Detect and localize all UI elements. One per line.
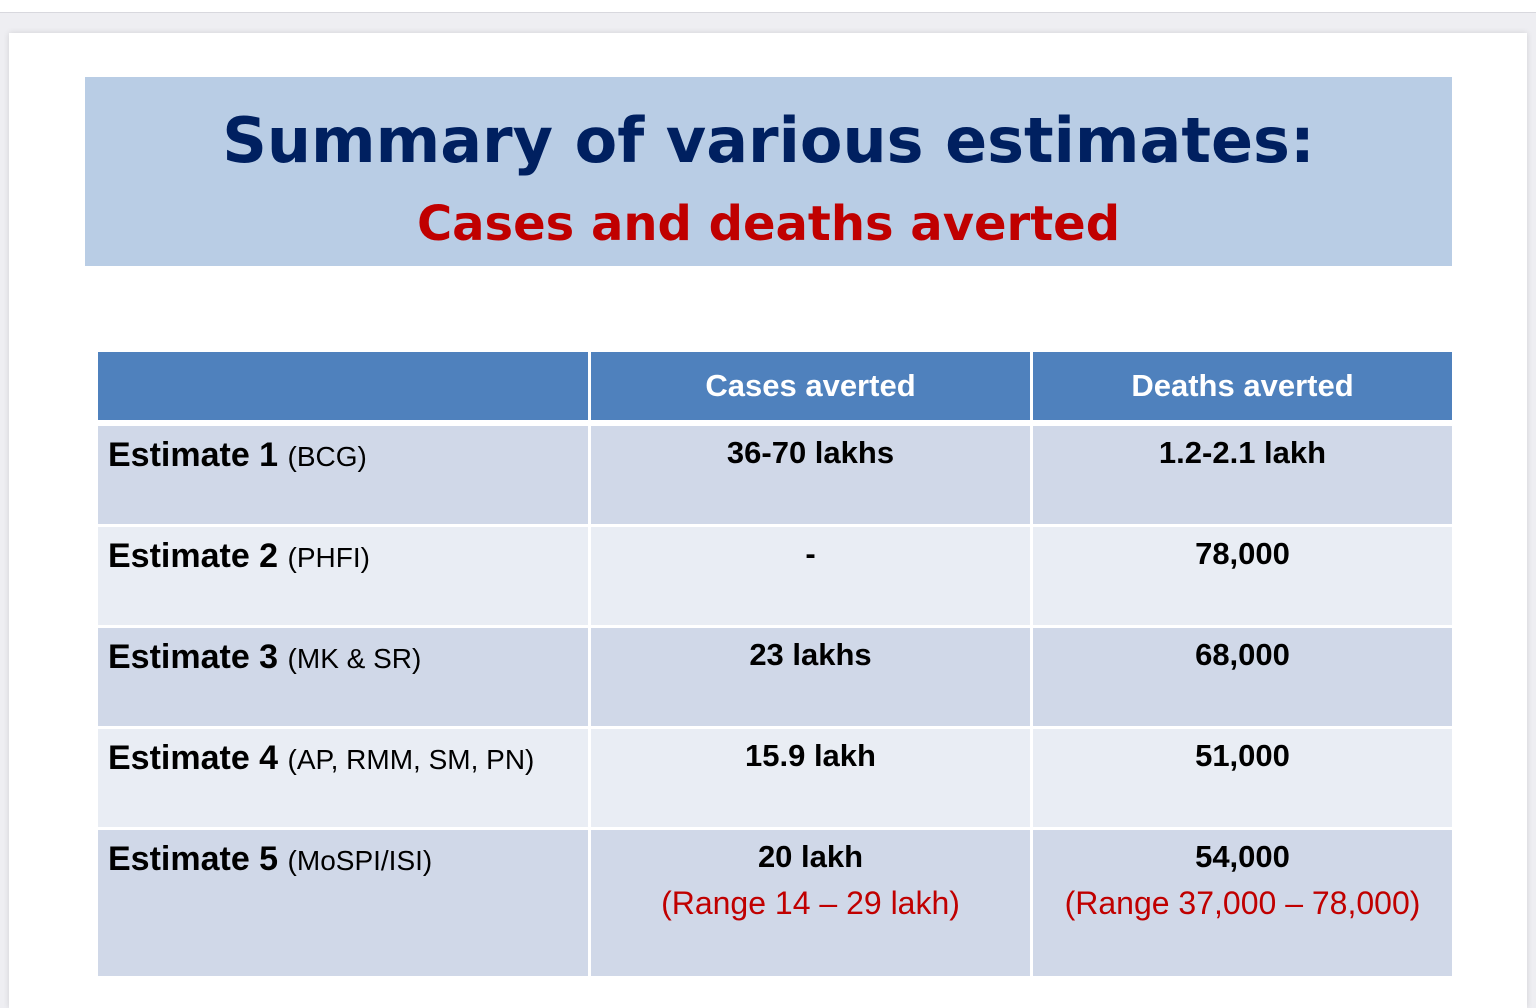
- estimate-source: (BCG): [287, 441, 367, 472]
- estimate-name: Estimate 5: [108, 840, 279, 878]
- deaths-cell: 78,000: [1030, 524, 1455, 628]
- slide: Summary of various estimates: Cases and …: [9, 33, 1527, 1008]
- header-cases-averted: Cases averted: [588, 349, 1033, 425]
- cases-value: -: [805, 536, 816, 571]
- cases-value: 23 lakhs: [749, 637, 872, 672]
- deaths-cell: 51,000: [1030, 726, 1455, 830]
- estimate-source: (MoSPI/ISI): [287, 845, 433, 876]
- table-header-row: Cases averted Deaths averted: [95, 349, 1455, 425]
- estimate-name: Estimate 3: [108, 638, 279, 676]
- deaths-value: 54,000: [1195, 839, 1290, 874]
- cases-value: 20 lakh: [757, 839, 864, 874]
- table-row: Estimate 2 (PHFI) - 78,000: [95, 524, 1455, 628]
- slide-title: Summary of various estimates:: [222, 104, 1315, 177]
- table-row: Estimate 1 (BCG) 36-70 lakhs 1.2-2.1 lak…: [95, 421, 1455, 527]
- row-label: Estimate 3 (MK & SR): [95, 625, 591, 729]
- deaths-value: 51,000: [1195, 738, 1290, 773]
- cases-range: (Range 14 – 29 lakh): [661, 885, 960, 921]
- deaths-range: (Range 37,000 – 78,000): [1064, 885, 1421, 921]
- estimate-source: (PHFI): [287, 542, 370, 573]
- row-label: Estimate 4 (AP, RMM, SM, PN): [95, 726, 591, 830]
- cases-cell: 20 lakh (Range 14 – 29 lakh): [588, 827, 1033, 979]
- table-row: Estimate 3 (MK & SR) 23 lakhs 68,000: [95, 625, 1455, 729]
- cases-cell: 36-70 lakhs: [588, 421, 1033, 527]
- estimate-name: Estimate 1: [108, 436, 279, 474]
- slide-subtitle: Cases and deaths averted: [416, 196, 1121, 252]
- viewer-top-bar: [0, 0, 1536, 13]
- estimate-source: (MK & SR): [287, 643, 422, 674]
- header-empty-cell: [95, 349, 591, 425]
- table-row: Estimate 5 (MoSPI/ISI) 20 lakh (Range 14 …: [95, 827, 1455, 979]
- deaths-cell: 54,000 (Range 37,000 – 78,000): [1030, 827, 1455, 979]
- deaths-cell: 68,000: [1030, 625, 1455, 729]
- deaths-cell: 1.2-2.1 lakh: [1030, 421, 1455, 527]
- cases-value: 36-70 lakhs: [726, 435, 895, 470]
- cases-cell: -: [588, 524, 1033, 628]
- cases-cell: 15.9 lakh: [588, 726, 1033, 830]
- estimate-name: Estimate 4: [108, 739, 279, 777]
- deaths-value: 68,000: [1195, 637, 1290, 672]
- estimate-source: (AP, RMM, SM, PN): [287, 744, 535, 775]
- estimate-name: Estimate 2: [108, 537, 279, 575]
- row-label: Estimate 2 (PHFI): [95, 524, 591, 628]
- estimates-table: Cases averted Deaths averted Estimate 1 …: [95, 349, 1455, 979]
- row-label: Estimate 1 (BCG): [95, 421, 591, 527]
- row-label: Estimate 5 (MoSPI/ISI): [95, 827, 591, 979]
- cases-value: 15.9 lakh: [745, 738, 876, 773]
- title-box: Summary of various estimates: Cases and …: [85, 77, 1452, 266]
- header-deaths-averted: Deaths averted: [1030, 349, 1455, 425]
- table-row: Estimate 4 (AP, RMM, SM, PN) 15.9 lakh 5…: [95, 726, 1455, 830]
- deaths-value: 78,000: [1195, 536, 1290, 571]
- cases-cell: 23 lakhs: [588, 625, 1033, 729]
- deaths-value: 1.2-2.1 lakh: [1158, 435, 1327, 470]
